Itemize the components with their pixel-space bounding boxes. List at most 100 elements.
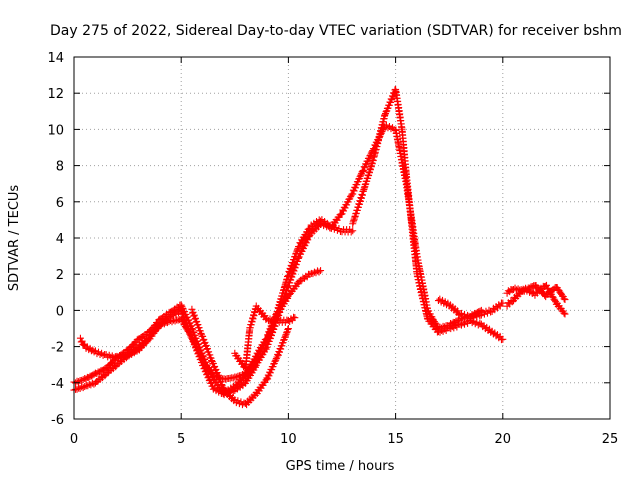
data-point (343, 201, 351, 209)
data-point (112, 363, 120, 371)
data-point (560, 295, 568, 303)
data-point (275, 309, 283, 317)
data-point (304, 236, 312, 244)
data-point (351, 184, 359, 192)
y-tick-label: -4 (51, 377, 64, 392)
data-point (353, 181, 361, 189)
data-point (317, 267, 325, 275)
data-point (214, 372, 222, 380)
x-tick-label: 10 (280, 432, 297, 447)
y-tick-label: -6 (51, 413, 64, 428)
series-arc-6 (349, 85, 507, 344)
data-point (473, 313, 481, 321)
data-point (265, 331, 273, 339)
series-arc-8 (503, 281, 569, 318)
data-point (186, 319, 194, 327)
data-point (388, 96, 396, 104)
data-point (350, 187, 358, 195)
data-point (182, 324, 190, 332)
data-point (341, 204, 349, 212)
data-point (78, 337, 86, 345)
series-arc-3 (76, 267, 325, 383)
data-point (290, 267, 298, 275)
data-point (237, 371, 245, 379)
data-point (284, 326, 292, 334)
data-point (430, 316, 438, 324)
data-point (212, 365, 220, 373)
data-point (284, 325, 292, 332)
data-point (266, 369, 274, 377)
data-point (508, 298, 516, 306)
y-tick-label: 12 (47, 87, 64, 102)
data-point (180, 321, 188, 329)
data-point (327, 224, 335, 232)
data-point (471, 320, 479, 328)
data-point (201, 338, 209, 346)
data-point (330, 225, 338, 233)
y-tick-label: 14 (47, 51, 64, 66)
data-point (476, 312, 484, 320)
x-axis-label: GPS time / hours (286, 459, 395, 474)
data-point (171, 317, 179, 325)
data-point (454, 307, 462, 315)
data-point (222, 375, 230, 383)
data-point (76, 334, 84, 342)
data-point (293, 257, 301, 265)
x-tick-label: 15 (387, 432, 404, 447)
data-point (205, 348, 213, 356)
data-point (292, 261, 300, 269)
grid-lines (74, 57, 610, 419)
data-point (293, 246, 301, 254)
data-point (193, 317, 201, 325)
data-point (216, 375, 224, 383)
data-point (274, 351, 282, 359)
y-tick-label: 0 (56, 304, 64, 319)
data-point (117, 353, 125, 361)
data-point (199, 332, 207, 340)
data-point (194, 321, 202, 329)
y-tick-label: 6 (56, 196, 64, 211)
data-point (211, 362, 219, 370)
data-point (76, 384, 84, 392)
y-tick-label: 4 (56, 232, 64, 247)
data-point (287, 276, 295, 284)
y-tick-label: 2 (56, 268, 64, 283)
data-point (359, 166, 367, 174)
data-point (561, 310, 569, 318)
data-point (461, 310, 469, 318)
data-point (191, 339, 199, 347)
data-point (464, 311, 472, 319)
data-point (229, 374, 237, 382)
data-point (177, 301, 185, 309)
x-tick-label: 20 (495, 432, 512, 447)
y-tick-label: 8 (56, 160, 64, 175)
y-tick-label: -2 (51, 341, 64, 356)
data-point (295, 254, 303, 262)
data-point (189, 308, 197, 316)
data-point (324, 221, 332, 229)
data-point (340, 207, 348, 215)
data-point (99, 351, 107, 359)
x-tick-label: 25 (602, 432, 619, 447)
data-point (301, 242, 309, 250)
data-point (349, 227, 357, 235)
x-tick-label: 0 (70, 432, 78, 447)
data-point (75, 378, 83, 386)
data-point (544, 284, 552, 292)
data-point (192, 342, 200, 350)
data-point (209, 371, 217, 379)
y-tick-label: 10 (47, 123, 64, 138)
data-point (168, 318, 176, 326)
data-point (191, 314, 199, 322)
data-point (302, 239, 310, 247)
data-point (255, 351, 263, 359)
data-point (275, 348, 283, 356)
data-point (200, 335, 208, 343)
data-point (511, 284, 519, 292)
data-point (359, 167, 367, 175)
data-point (231, 396, 239, 404)
data-point (306, 270, 314, 278)
chart-title: Day 275 of 2022, Sidereal Day-to-day VTE… (50, 23, 622, 39)
data-point (195, 324, 203, 332)
